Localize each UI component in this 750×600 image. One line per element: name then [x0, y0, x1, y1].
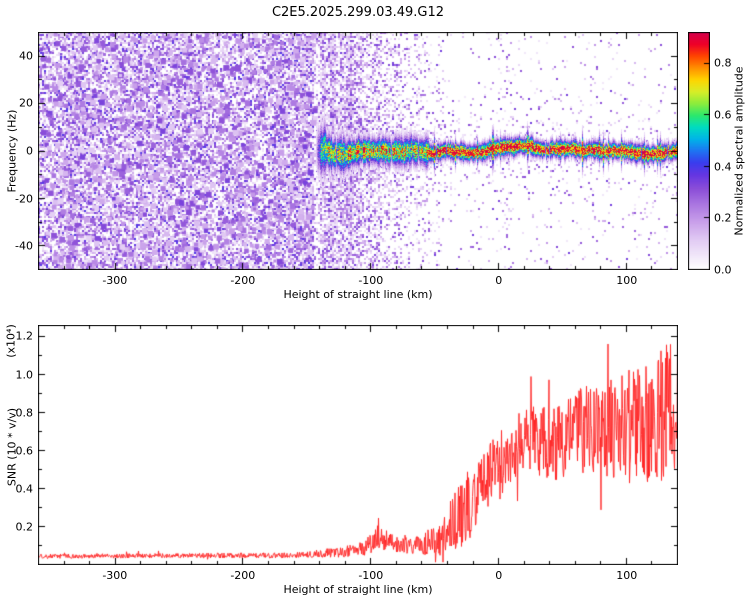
colorbar [688, 32, 710, 270]
y-tick-label: 0.6 [15, 444, 34, 458]
y-tick-label: 40 [19, 49, 33, 63]
height-axis-label-top: Height of straight line (km) [283, 288, 433, 301]
x-tick-label: 100 [616, 274, 638, 287]
y-tick-label: 1.0 [15, 368, 34, 382]
y-tick-label: 20 [19, 96, 33, 110]
colorbar-tick-label: 0.6 [714, 108, 732, 122]
colorbar-tick-label: 0.4 [714, 160, 732, 174]
x-tick-label: 100 [616, 569, 638, 582]
y-tick-label: 0 [26, 144, 33, 158]
y-tick-label: 0.4 [15, 482, 34, 496]
colorbar-label: Normalized spectral amplitude [732, 66, 746, 236]
y-tick-label: 0.2 [15, 520, 34, 534]
y-tick-label: -20 [15, 192, 33, 206]
snr-line-plot [38, 325, 678, 565]
y-tick-label: 0.8 [15, 406, 34, 420]
x-tick-label: -300 [102, 569, 128, 582]
x-tick-label: -100 [358, 274, 384, 287]
frequency-axis-label: Frequency (Hz) [5, 109, 19, 193]
x-tick-label: -300 [102, 274, 128, 287]
figure-title: C2E5.2025.299.03.49.G12 [271, 5, 445, 20]
spectrogram-heatmap [38, 32, 678, 270]
x-tick-label: -100 [358, 569, 384, 582]
x-tick-label: 0 [495, 274, 503, 287]
y-tick-label: -40 [15, 239, 33, 253]
x-tick-label: -200 [230, 569, 256, 582]
colorbar-tick-label: 0.0 [714, 263, 732, 277]
colorbar-tick-label: 0.2 [714, 211, 732, 225]
x-tick-label: -200 [230, 274, 256, 287]
colorbar-tick-label: 0.8 [714, 56, 732, 70]
y-tick-label: 1.2 [15, 329, 34, 343]
x-tick-label: 0 [495, 569, 503, 582]
height-axis-label-bottom: Height of straight line (km) [283, 583, 433, 596]
